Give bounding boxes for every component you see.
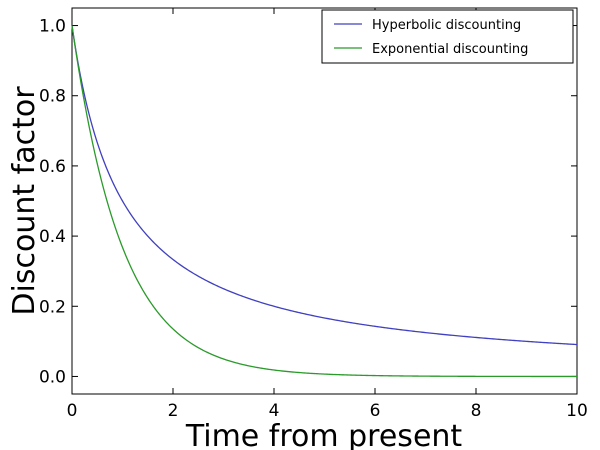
axis-ticks: 0 2 4 6 8 10 0.0 0.2 0.4 0.6 0.8 1.0 [39, 8, 588, 421]
x-tick-label: 4 [269, 401, 280, 421]
y-tick-label: 1.0 [39, 17, 66, 37]
plot-area [71, 7, 578, 395]
x-tick-label: 10 [566, 401, 588, 421]
x-axis-label: Time from present [185, 419, 463, 450]
x-tick-label: 0 [67, 401, 78, 421]
y-tick-label: 0.2 [39, 297, 66, 317]
hyperbolic-discounting-line [71, 25, 578, 346]
x-tick-label: 8 [471, 401, 482, 421]
legend: Hyperbolic discounting Exponential discou… [321, 9, 574, 64]
y-tick-label: 0.4 [39, 227, 66, 247]
x-tick-label: 2 [168, 401, 179, 421]
y-tick-label: 0.6 [39, 157, 66, 177]
hyperbolic-discounting-legend-label: Hyperbolic discounting [372, 18, 521, 33]
y-tick-label: 0.8 [39, 87, 66, 107]
exponential-discounting-line [71, 25, 577, 378]
legend-box [321, 9, 574, 64]
series-lines [71, 25, 578, 378]
x-tick-label: 6 [370, 401, 381, 421]
y-axis-label: Discount factor [7, 86, 42, 316]
y-tick-label: 0.0 [39, 367, 66, 387]
exponential-discounting-legend-label: Exponential discounting [372, 42, 528, 57]
